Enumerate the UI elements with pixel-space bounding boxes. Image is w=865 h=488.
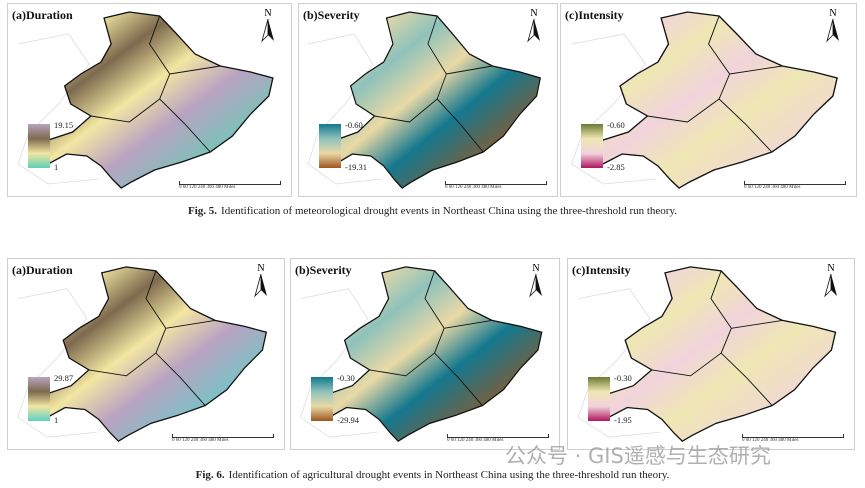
panel-title: (c)Intensity [565, 8, 624, 22]
caption-label: Fig. 5. [188, 205, 218, 217]
fig5-caption: Fig. 5. Identification of meteorological … [0, 205, 865, 217]
scale-labels: 0 60 120 240 360 480 Miles [179, 185, 236, 190]
north-label: N [532, 263, 540, 274]
province-border [369, 270, 493, 406]
north-arrow: N [822, 263, 840, 301]
north-arrow: N [259, 8, 277, 46]
region-map [33, 11, 274, 189]
legend-max: -0.30 [337, 373, 355, 383]
legend-max: -0.60 [345, 120, 363, 130]
legend-min: -2.85 [607, 162, 625, 172]
scale-bar: 0 60 120 240 360 480 Miles [742, 434, 844, 443]
legend-colorbar [28, 124, 50, 168]
watermark: 公众号 · GIS遥感与生态研究 [505, 444, 771, 468]
province-border [651, 270, 783, 406]
map-panel: (c)Intensity N -0.60 -2.85 0 60 120 240 … [560, 3, 857, 197]
map-svg [300, 266, 543, 442]
panel-title: (c)Intensity [572, 263, 631, 277]
scale-bar: 0 60 120 240 360 480 Miles [179, 181, 281, 190]
legend-min: -19.31 [345, 162, 367, 172]
map-svg [307, 11, 542, 189]
caption-text: Identification of meteorological drought… [221, 205, 677, 217]
background-region-outline [577, 288, 660, 438]
north-arrow-icon [527, 18, 540, 43]
north-label: N [827, 263, 835, 274]
north-label: N [530, 8, 538, 19]
north-arrow-icon [529, 273, 542, 298]
region-map [587, 11, 838, 189]
map-panel: (a)Duration N 29.87 1 0 60 120 240 360 4… [7, 258, 285, 450]
legend-min: -29.94 [337, 415, 359, 425]
legend-max: -0.30 [614, 373, 632, 383]
legend-colorbar [311, 377, 333, 421]
legend-colorbar [319, 124, 341, 168]
scale-bar: 0 60 120 240 360 480 Miles [447, 434, 549, 443]
scale-labels: 0 60 120 240 360 480 Miles [744, 185, 801, 190]
scale-labels: 0 60 120 240 360 480 Miles [742, 438, 799, 443]
legend-min: 1 [54, 162, 59, 172]
north-arrow: N [252, 263, 270, 301]
legend-max: 19.15 [54, 120, 74, 130]
fig6-caption: Fig. 6. Identification of agricultural dr… [0, 469, 865, 481]
background-region-outline [307, 33, 382, 185]
caption-label: Fig. 6. [195, 469, 225, 481]
background-region-outline [17, 288, 97, 438]
region-map [593, 266, 837, 442]
scale-labels: 0 60 120 240 360 480 Miles [172, 438, 229, 443]
north-arrow: N [824, 8, 842, 46]
panel-title: (a)Duration [12, 263, 73, 277]
panel-title: (b)Severity [303, 8, 360, 22]
map-panel: (b)Severity N -0.60 -19.31 0 60 120 240 … [298, 3, 558, 197]
caption-text: Identification of agricultural drought e… [228, 469, 670, 481]
background-region-outline [300, 288, 378, 438]
legend-min: -1.95 [614, 415, 632, 425]
north-arrow-icon [261, 18, 274, 43]
legend-max: -0.60 [607, 120, 625, 130]
legend-min: 1 [54, 415, 59, 425]
scale-bar: 0 60 120 240 360 480 Miles [445, 181, 547, 190]
scale-labels: 0 60 120 240 360 480 Miles [447, 438, 504, 443]
north-label: N [829, 8, 837, 19]
region-map [32, 266, 268, 442]
north-label: N [264, 8, 272, 19]
map-svg [577, 266, 837, 442]
province-border [88, 270, 216, 406]
north-arrow: N [527, 263, 545, 301]
north-arrow-icon [824, 273, 837, 298]
north-arrow-icon [826, 18, 839, 43]
map-svg [17, 11, 274, 189]
north-label: N [257, 263, 265, 274]
legend-colorbar [28, 377, 50, 421]
north-arrow: N [525, 8, 543, 46]
north-arrow-icon [254, 273, 267, 298]
legend-colorbar [588, 377, 610, 421]
scale-labels: 0 60 120 240 360 480 Miles [445, 185, 502, 190]
panel-title: (a)Duration [12, 8, 73, 22]
province-border [374, 15, 493, 153]
panel-title: (b)Severity [295, 263, 352, 277]
legend-colorbar [581, 124, 603, 168]
map-panel: (a)Duration N 19.15 1 0 60 120 240 360 4… [7, 3, 292, 197]
legend-max: 29.87 [54, 373, 74, 383]
province-border [647, 15, 783, 153]
scale-bar: 0 60 120 240 360 480 Miles [172, 434, 274, 443]
background-region-outline [571, 33, 656, 185]
map-svg [17, 266, 268, 442]
scale-bar: 0 60 120 240 360 480 Miles [744, 181, 846, 190]
province-border [90, 15, 221, 153]
background-region-outline [17, 33, 100, 185]
map-panel: (c)Intensity N -0.30 -1.95 0 60 120 240 … [567, 258, 855, 450]
map-svg [571, 11, 838, 189]
map-panel: (b)Severity N -0.30 -29.94 0 60 120 240 … [290, 258, 560, 450]
